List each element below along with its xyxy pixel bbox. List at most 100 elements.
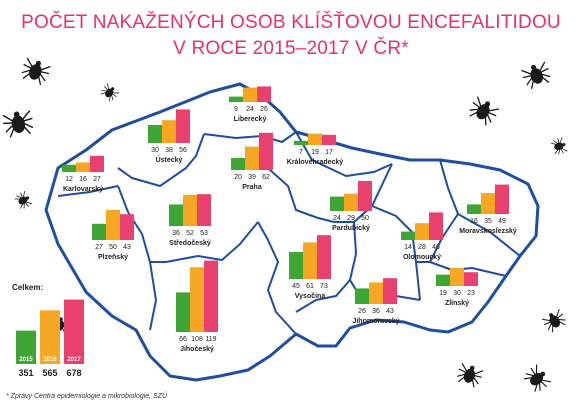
bar-stredocesky-2015	[169, 204, 183, 226]
bar-kralovehradecky-2015	[294, 140, 308, 145]
bar-zlinsky-2016	[450, 268, 464, 286]
value-label-praha-2015: 20	[234, 174, 242, 181]
bar-ustecky-2015	[148, 125, 162, 143]
value-label-jihomoravsky-2017: 43	[386, 308, 394, 315]
region-label-jihocesky: Jihočeský	[180, 346, 214, 353]
value-label-kralovehradecky-2017: 17	[325, 149, 333, 156]
value-label-kralovehradecky-2016: 19	[311, 149, 319, 156]
region-label-liberecky: Liberecký	[234, 116, 267, 123]
region-label-praha: Praha	[242, 184, 262, 191]
region-label-jihomoravsky: Jihomoravský	[352, 318, 399, 325]
tick-insect-icon	[457, 362, 484, 388]
tick-insect-icon	[541, 309, 566, 333]
region-label-kralovehradecky: Královéhradecký	[287, 159, 344, 166]
tick-insect-icon	[14, 190, 33, 209]
bar-praha-2016	[245, 146, 259, 170]
value-label-jihocesky-2017: 119	[205, 336, 216, 343]
bar-stredocesky-2016	[183, 194, 197, 226]
total-bar-2017	[64, 299, 84, 364]
bar-olomoucky-2017	[429, 212, 443, 240]
bar-jihomoravsky-2016	[369, 282, 383, 304]
bar-kralovehradecky-2016	[308, 133, 322, 145]
region-label-stredocesky: Středočeský	[169, 240, 211, 247]
region-label-vysocina: Vysočina	[295, 293, 326, 300]
bar-moravskoslezsky-2017	[495, 184, 509, 214]
region-olomoucky: 14 28 46 Olomoucký	[401, 212, 443, 261]
bar-vysocina-2017	[317, 235, 331, 279]
value-label-vysocina-2017: 73	[320, 283, 328, 290]
value-label-pardubicky-2016: 29	[347, 215, 355, 222]
tick-insect-icon	[523, 364, 552, 392]
bar-olomoucky-2016	[415, 223, 429, 240]
totals-chart: 2015 351 2016 565 2017 678	[16, 299, 84, 378]
bar-praha-2015	[231, 158, 245, 170]
tick-insect-icon	[2, 110, 34, 138]
value-label-kralovehradecky-2015: 7	[299, 149, 303, 156]
value-label-moravskoslezsky-2016: 35	[484, 218, 492, 225]
totals-label: Celkem:	[12, 283, 44, 292]
value-label-stredocesky-2016: 52	[186, 230, 194, 237]
total-bar-2016	[40, 310, 60, 364]
value-label-karlovarsky-2015: 12	[65, 176, 73, 183]
region-pardubicky: 24 29 50 Pardubický	[330, 181, 372, 232]
total-year-label-2016: 2016	[43, 357, 57, 363]
total-value-2016: 565	[42, 368, 57, 378]
value-label-zlinsky-2017: 23	[467, 290, 475, 297]
bar-liberecky-2016	[243, 87, 257, 102]
region-label-zlinsky: Zlínský	[445, 300, 469, 307]
value-label-praha-2017: 62	[262, 174, 270, 181]
total-year-label-2015: 2015	[19, 357, 33, 363]
value-label-karlovarsky-2016: 16	[79, 176, 87, 183]
value-label-liberecky-2015: 9	[234, 106, 238, 113]
bar-pardubicky-2016	[344, 193, 358, 211]
bar-jihocesky-2015	[176, 292, 190, 332]
region-karlovarsky: 12 16 27 Karlovarský	[62, 155, 104, 193]
bar-praha-2017	[259, 132, 273, 170]
value-label-plzensky-2015: 27	[95, 244, 103, 251]
region-kralovehradecky: 7 19 17 Královéhradecký	[287, 133, 344, 166]
value-label-liberecky-2016: 24	[246, 106, 254, 113]
bar-plzensky-2016	[106, 210, 120, 240]
region-label-karlovarsky: Karlovarský	[63, 186, 103, 193]
bar-jihocesky-2017	[204, 260, 218, 332]
value-label-moravskoslezsky-2017: 49	[498, 218, 506, 225]
tick-insect-icon	[21, 57, 51, 86]
region-label-pardubicky: Pardubický	[332, 225, 370, 232]
bar-vysocina-2015	[289, 252, 303, 279]
czech-region-map	[44, 82, 540, 382]
bar-jihocesky-2016	[190, 267, 204, 332]
tick-insect-icon	[100, 83, 119, 102]
region-label-moravskoslezsky: Moravskoslezský	[459, 228, 517, 235]
value-label-jihomoravsky-2015: 26	[358, 308, 366, 315]
value-label-zlinsky-2015: 19	[439, 290, 447, 297]
total-year-label-2017: 2017	[67, 357, 81, 363]
bar-pardubicky-2017	[358, 181, 372, 211]
region-label-plzensky: Plzeňský	[98, 254, 128, 261]
bar-jihomoravsky-2015	[355, 288, 369, 304]
bar-ustecky-2017	[176, 109, 190, 143]
region-zlinsky: 19 30 23 Zlínský	[436, 268, 478, 307]
bar-karlovarsky-2017	[90, 155, 104, 172]
region-plzensky: 27 50 43 Plzeňský	[92, 210, 134, 261]
bar-liberecky-2015	[229, 96, 243, 102]
chart-title-line2: V ROCE 2015–2017 V ČR*	[173, 38, 409, 59]
bar-vysocina-2016	[303, 242, 317, 279]
region-label-ustecky: Ústecký	[156, 155, 183, 164]
bar-kralovehradecky-2017	[322, 134, 336, 145]
value-label-jihomoravsky-2016: 36	[372, 308, 380, 315]
region-jihocesky: 66 108 119 Jihočeský	[176, 260, 218, 353]
bar-stredocesky-2017	[197, 194, 211, 226]
bar-karlovarsky-2015	[62, 164, 76, 172]
value-label-olomoucky-2016: 28	[418, 244, 426, 251]
total-value-2015: 351	[18, 368, 33, 378]
footnote: * Zprávy Centra epidemiologie a mikrobio…	[6, 393, 168, 400]
value-label-liberecky-2017: 26	[260, 106, 268, 113]
bar-moravskoslezsky-2016	[481, 193, 495, 214]
bar-plzensky-2017	[120, 214, 134, 240]
total-value-2017: 678	[66, 368, 81, 378]
value-label-pardubicky-2017: 50	[361, 215, 369, 222]
